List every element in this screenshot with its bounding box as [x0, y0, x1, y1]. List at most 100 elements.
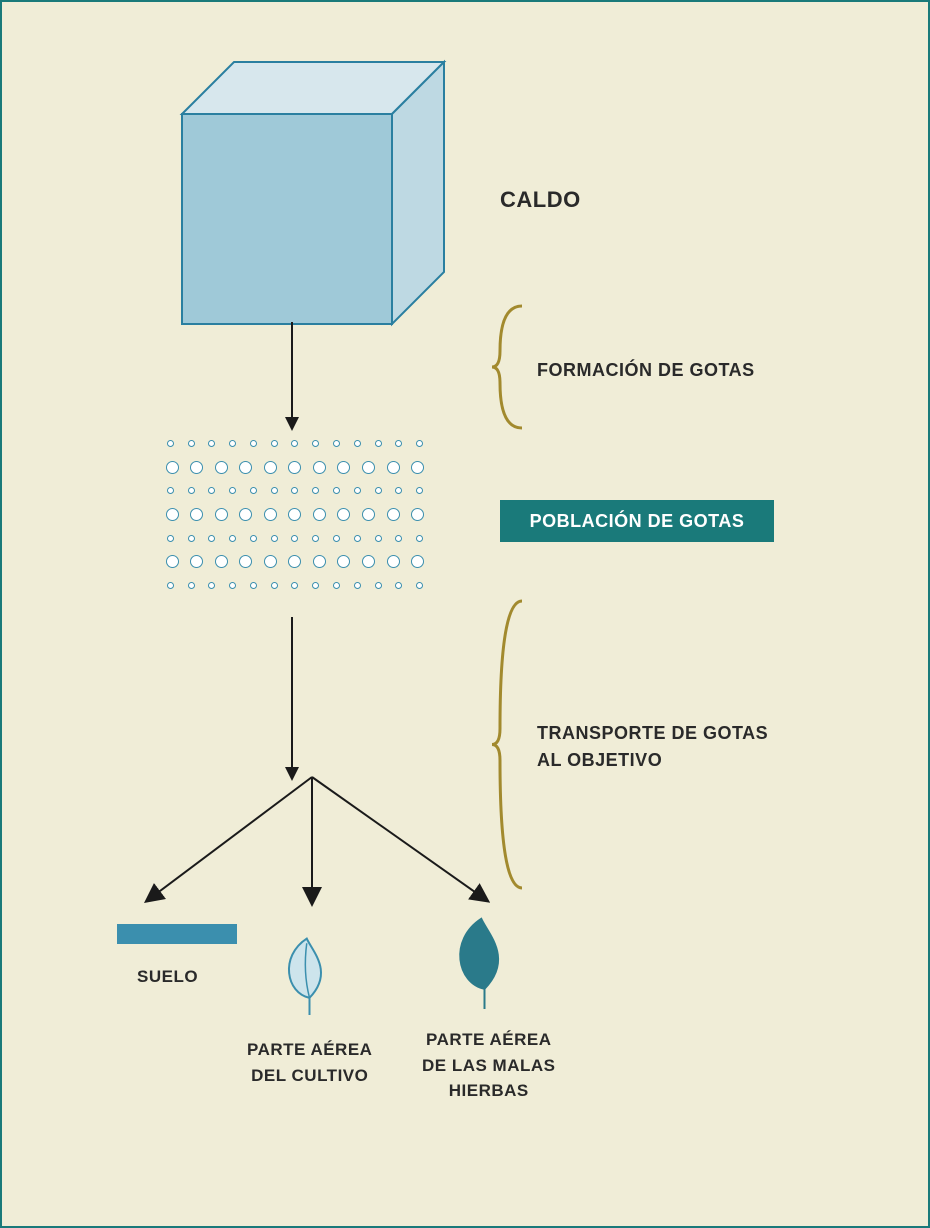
droplet: [250, 582, 257, 589]
arrow-formation-head: [285, 417, 299, 431]
droplet: [333, 440, 340, 447]
label-transporte: TRANSPORTE DE GOTASAL OBJETIVO: [537, 720, 768, 774]
droplet: [271, 535, 278, 542]
droplet: [208, 487, 215, 494]
droplet: [375, 440, 382, 447]
droplet: [354, 535, 361, 542]
droplet: [215, 461, 228, 474]
droplet: [312, 487, 319, 494]
droplet: [239, 508, 252, 521]
target-weeds-leaf: [452, 917, 517, 1009]
droplet: [288, 555, 301, 568]
droplet: [264, 555, 277, 568]
droplet: [354, 487, 361, 494]
droplet: [333, 487, 340, 494]
droplet-row: [160, 526, 430, 550]
droplet: [395, 487, 402, 494]
droplet: [362, 461, 375, 474]
label-weeds: PARTE AÉREADE LAS MALASHIERBAS: [422, 1027, 556, 1104]
droplet: [215, 555, 228, 568]
arrow-formation: [291, 322, 293, 417]
droplet: [229, 487, 236, 494]
droplet: [333, 535, 340, 542]
droplet: [250, 440, 257, 447]
label-weeds-line1: PARTE AÉREA: [422, 1027, 556, 1053]
droplet: [291, 582, 298, 589]
droplet: [288, 461, 301, 474]
droplet: [188, 487, 195, 494]
droplet: [395, 582, 402, 589]
droplet: [387, 461, 400, 474]
droplet: [239, 461, 252, 474]
droplet-row: [160, 456, 430, 480]
caldo-cube: [182, 62, 444, 324]
droplet: [354, 582, 361, 589]
droplet: [337, 461, 350, 474]
droplet: [167, 440, 174, 447]
arrow-transport: [291, 617, 293, 767]
droplet: [312, 440, 319, 447]
droplet: [313, 461, 326, 474]
droplet: [312, 582, 319, 589]
droplet: [411, 555, 424, 568]
droplet: [411, 508, 424, 521]
droplet-row: [160, 503, 430, 527]
droplet: [416, 440, 423, 447]
droplet: [313, 555, 326, 568]
droplet: [229, 440, 236, 447]
droplet: [190, 555, 203, 568]
label-poblacion: POBLACIÓN DE GOTAS: [500, 500, 774, 542]
droplet: [167, 582, 174, 589]
droplet: [416, 487, 423, 494]
droplet: [166, 461, 179, 474]
droplet: [271, 582, 278, 589]
droplet: [215, 508, 228, 521]
droplet: [387, 555, 400, 568]
brace-transport: [492, 597, 524, 892]
target-soil: [117, 924, 237, 944]
droplet: [354, 440, 361, 447]
droplet-population: [160, 432, 430, 597]
droplet: [208, 440, 215, 447]
label-formacion: FORMACIÓN DE GOTAS: [537, 360, 755, 381]
label-caldo: CALDO: [500, 187, 581, 213]
droplet-row: [160, 550, 430, 574]
label-weeds-line2: DE LAS MALAS: [422, 1053, 556, 1079]
label-transporte-line2: AL OBJETIVO: [537, 747, 768, 774]
droplet: [362, 555, 375, 568]
label-crop-line2: DEL CULTIVO: [247, 1063, 372, 1089]
droplet: [190, 508, 203, 521]
droplet-row: [160, 573, 430, 597]
droplet: [416, 582, 423, 589]
droplet: [291, 535, 298, 542]
droplet: [239, 555, 252, 568]
droplet: [291, 440, 298, 447]
droplet: [166, 555, 179, 568]
droplet: [250, 487, 257, 494]
droplet: [291, 487, 298, 494]
droplet: [264, 508, 277, 521]
droplet: [271, 440, 278, 447]
droplet-row: [160, 432, 430, 456]
droplet: [166, 508, 179, 521]
droplet: [188, 582, 195, 589]
droplet: [362, 508, 375, 521]
droplet: [229, 582, 236, 589]
label-weeds-line3: HIERBAS: [422, 1078, 556, 1104]
droplet: [375, 487, 382, 494]
droplet: [208, 535, 215, 542]
brace-formation: [492, 302, 524, 432]
droplet: [229, 535, 236, 542]
label-transporte-line1: TRANSPORTE DE GOTAS: [537, 720, 768, 747]
target-crop-leaf: [282, 937, 337, 1015]
droplet: [416, 535, 423, 542]
droplet: [411, 461, 424, 474]
droplet: [337, 508, 350, 521]
label-crop-line1: PARTE AÉREA: [247, 1037, 372, 1063]
droplet: [271, 487, 278, 494]
droplet: [337, 555, 350, 568]
droplet: [375, 535, 382, 542]
droplet: [167, 487, 174, 494]
droplet: [375, 582, 382, 589]
droplet: [312, 535, 319, 542]
